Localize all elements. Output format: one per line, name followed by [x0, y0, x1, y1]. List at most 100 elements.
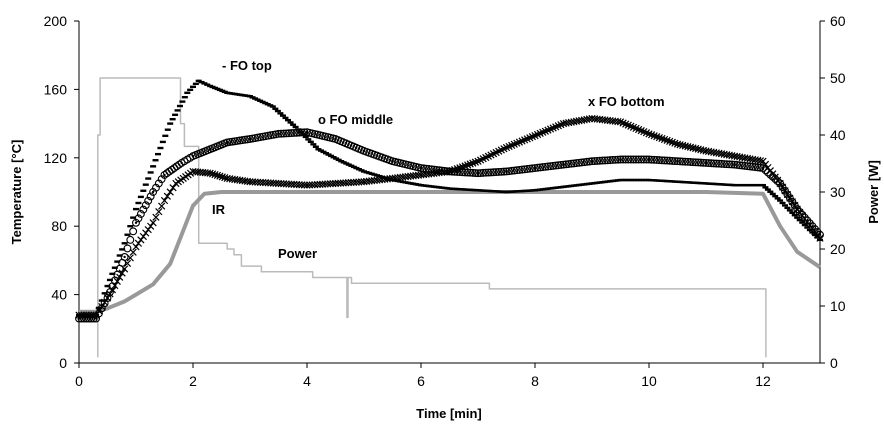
marker-fo-middle [670, 157, 679, 166]
marker-fo-middle [559, 160, 568, 169]
y-right-tick-label: 20 [830, 241, 846, 257]
marker-fo-bottom [158, 202, 166, 210]
y-right-tick-label: 10 [830, 298, 846, 314]
marker-fo-middle [144, 196, 153, 205]
marker-fo-middle [634, 155, 643, 164]
marker-fo-middle [621, 155, 630, 164]
marker-fo-middle [290, 128, 298, 137]
marker-fo-middle [676, 157, 685, 166]
marker-fo-middle [489, 168, 498, 177]
marker-fo-bottom [134, 239, 143, 247]
marker-fo-bottom [786, 194, 794, 202]
marker-fo-bottom [123, 259, 132, 268]
marker-fo-middle [572, 159, 581, 168]
marker-fo-bottom [129, 248, 137, 256]
marker-fo-bottom [113, 277, 121, 286]
marker-fo-middle [536, 163, 545, 172]
marker-fo-middle [546, 162, 555, 171]
marker-fo-middle [481, 168, 490, 177]
marker-fo-bottom [443, 168, 451, 176]
marker-fo-middle [647, 155, 656, 164]
marker-fo-middle [751, 163, 760, 172]
marker-fo-middle [773, 177, 782, 186]
y-right-tick-label: 0 [830, 355, 838, 371]
marker-fo-middle [746, 162, 754, 171]
marker-fo-middle [282, 129, 291, 138]
y-right-tick-label: 30 [830, 184, 846, 200]
marker-fo-middle [650, 155, 659, 164]
y-right-tick-label: 50 [830, 70, 846, 86]
marker-fo-middle [678, 157, 687, 166]
marker-fo-bottom [163, 192, 171, 200]
marker-fo-bottom [686, 143, 695, 151]
marker-fo-middle [585, 157, 594, 166]
annotation-fo-middle: o FO middle [318, 112, 393, 127]
marker-fo-middle [427, 165, 436, 174]
marker-fo-middle [681, 157, 690, 166]
marker-fo-middle [740, 161, 749, 170]
marker-fo-middle [476, 169, 485, 177]
marker-fo-bottom [791, 201, 799, 210]
marker-fo-middle [284, 129, 293, 138]
annotation-fo-top: - FO top [222, 58, 272, 73]
marker-fo-bottom [694, 145, 702, 153]
marker-fo-middle [730, 160, 739, 169]
marker-fo-middle [541, 162, 550, 171]
marker-fo-bottom [144, 225, 152, 234]
marker-fo-middle [642, 155, 651, 164]
marker-fo-middle [556, 161, 565, 169]
series-ir [79, 190, 822, 314]
marker-fo-middle [564, 160, 573, 168]
marker-fo-middle [494, 167, 503, 176]
marker-fo-middle [593, 156, 602, 165]
marker-fo-bottom [692, 144, 700, 153]
marker-fo-middle [544, 162, 552, 171]
marker-fo-middle [538, 163, 547, 172]
marker-fo-middle [658, 156, 666, 165]
marker-fo-middle [759, 164, 767, 173]
marker-fo-bottom [783, 190, 792, 199]
marker-fo-bottom [103, 294, 112, 302]
marker-fo-bottom [106, 290, 114, 298]
marker-fo-bottom [120, 265, 129, 273]
marker-fo-middle [569, 159, 578, 168]
marker-fo-bottom [684, 142, 692, 151]
marker-fo-bottom [169, 184, 177, 192]
marker-fo-middle [733, 161, 742, 169]
marker-fo-middle [707, 159, 716, 168]
marker-fo-middle [510, 166, 519, 175]
marker-fo-bottom [676, 141, 684, 149]
y-right-axis-title: Power [W] [866, 160, 881, 224]
marker-fo-middle [686, 158, 695, 166]
marker-fo-middle [717, 159, 726, 168]
annotation-ir: IR [212, 202, 226, 217]
marker-fo-bottom [673, 140, 682, 148]
marker-fo-middle [523, 165, 532, 173]
marker-fo-middle [694, 158, 703, 167]
marker-fo-middle [139, 205, 148, 214]
marker-fo-middle [709, 159, 718, 168]
marker-fo-bottom [756, 157, 765, 165]
marker-fo-middle [637, 155, 646, 164]
marker-fo-middle [691, 158, 700, 167]
marker-fo-bottom [689, 144, 697, 152]
marker-fo-bottom [781, 187, 789, 195]
series-power [97, 77, 767, 358]
marker-fo-middle [502, 167, 511, 176]
marker-fo-bottom [778, 183, 787, 191]
marker-fo-middle [515, 165, 524, 174]
marker-fo-middle [487, 168, 495, 177]
marker-fo-bottom [147, 222, 155, 230]
marker-fo-middle [712, 159, 721, 168]
series-layer [75, 77, 824, 358]
x-tick-label: 0 [75, 373, 83, 389]
marker-fo-middle [629, 155, 638, 164]
marker-fo-bottom [166, 188, 174, 196]
marker-fo-middle [525, 164, 534, 173]
marker-fo-middle [655, 156, 664, 165]
x-tick-label: 10 [641, 373, 657, 389]
y-left-tick-label: 0 [59, 355, 67, 371]
marker-fo-bottom [108, 286, 117, 294]
marker-fo-middle [598, 156, 607, 165]
marker-fo-middle [136, 210, 145, 218]
